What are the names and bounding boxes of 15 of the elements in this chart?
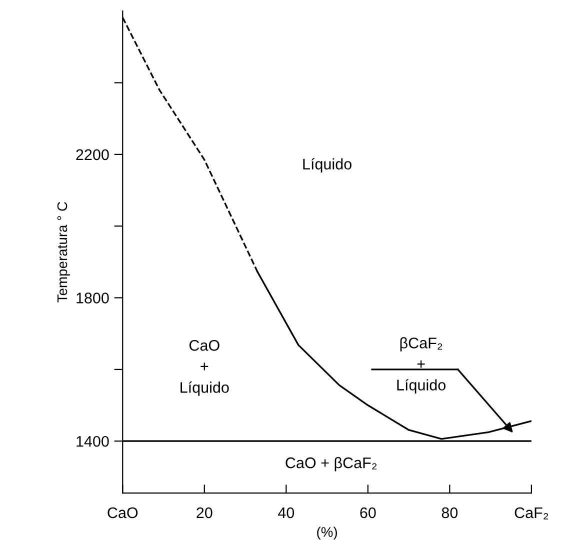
x-tick-label: 80: [442, 507, 458, 518]
annotation: CaO + βCaF₂: [286, 457, 377, 472]
x-tick-label: 40: [278, 507, 294, 518]
annotation: βCaF₂ + Líquido: [397, 337, 446, 394]
y-tick-label: 2200: [76, 149, 109, 160]
y-tick-label: 1400: [76, 436, 109, 447]
x-tick-label: 20: [196, 507, 212, 518]
x-tick-label: CaO: [108, 507, 138, 518]
x-axis-title: (%): [317, 526, 337, 540]
y-axis-title: Temperatura ° C: [57, 202, 70, 302]
x-tick-label: 60: [360, 507, 376, 518]
annotation: Líquido: [303, 158, 352, 173]
x-tick-label: CaF₂: [514, 507, 548, 520]
y-tick-label: 1800: [76, 292, 109, 304]
annotation: CaO + Líquido: [180, 340, 229, 396]
